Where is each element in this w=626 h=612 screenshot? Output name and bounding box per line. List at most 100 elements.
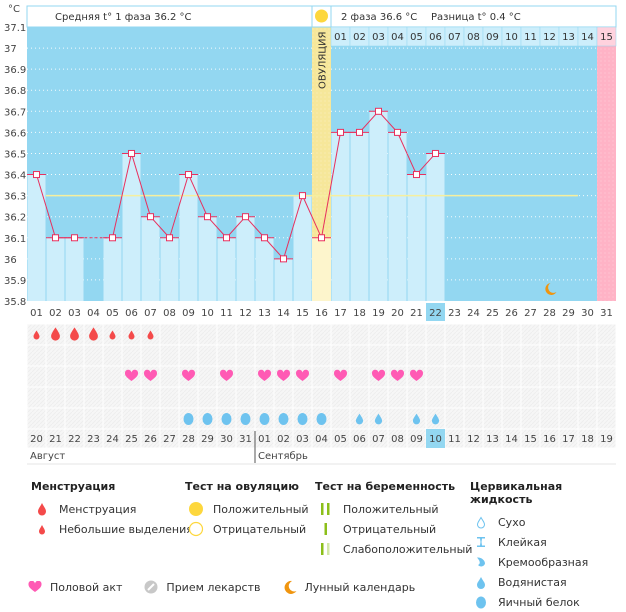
temperature-point [318, 234, 325, 242]
x-tick-label: 03 [68, 308, 81, 319]
calendar-date: 13 [486, 434, 499, 445]
symptom-cell [483, 366, 502, 387]
temperature-segment [378, 110, 398, 133]
date-cell [27, 429, 46, 448]
temperature-point [52, 234, 59, 242]
calendar-date: 30 [220, 434, 233, 445]
moon-icon [545, 283, 557, 295]
symptom-cell [46, 387, 65, 408]
calendar-date: 19 [600, 434, 613, 445]
phase2-day-number: 15 [600, 32, 613, 43]
x-tick-label: 12 [239, 308, 252, 319]
sun-outline-icon [185, 521, 207, 537]
symptom-cell [540, 324, 559, 345]
legend-title: Тест на овуляцию [185, 480, 299, 493]
egg-white-icon [202, 413, 213, 425]
temperature-point [204, 213, 211, 221]
temperature-point [432, 149, 439, 157]
temperature-point [413, 171, 420, 179]
temperature-segment [131, 153, 151, 217]
y-tick-label: 36.5 [4, 149, 26, 160]
symptom-cell [578, 324, 597, 345]
date-cell [369, 429, 388, 448]
x-tick-label: 31 [600, 308, 613, 319]
symptom-cell [521, 387, 540, 408]
legend-menstruation: Менструация Менструация Небольшие выделе… [31, 480, 193, 539]
date-cell [65, 429, 84, 448]
calendar-date: 04 [315, 434, 328, 445]
heart-icon [295, 369, 310, 381]
x-tick-label: 21 [410, 308, 423, 319]
symptom-cell [160, 387, 179, 408]
calendar-date: 16 [543, 434, 556, 445]
symptom-cell [502, 387, 521, 408]
symptom-cell [388, 324, 407, 345]
x-tick-label: 22 [429, 308, 442, 319]
date-cell [331, 429, 350, 448]
symptom-cell [198, 366, 217, 387]
phase2-day-number: 06 [429, 32, 442, 43]
temperature-point [109, 234, 116, 242]
x-tick-label: 11 [220, 308, 233, 319]
legend-item-negative: Отрицательный [185, 519, 309, 539]
temperature-line [33, 107, 578, 295]
date-cell [559, 429, 578, 448]
legend-item-intercourse: Половой акт [28, 581, 122, 594]
symptom-cell [65, 345, 84, 366]
symptom-cell [559, 387, 578, 408]
heart-icon [181, 369, 196, 381]
date-cell [483, 429, 502, 448]
symptom-cell [407, 345, 426, 366]
y-tick-label: 36.9 [4, 65, 26, 76]
symptom-cell [27, 387, 46, 408]
symptom-cell [293, 387, 312, 408]
one-line-icon [315, 522, 337, 536]
temperature-point [185, 171, 192, 179]
symptom-cell [312, 324, 331, 345]
egg-white-icon [259, 413, 270, 425]
x-tick-label: 28 [543, 308, 556, 319]
symptom-cell [331, 387, 350, 408]
date-cell [540, 429, 559, 448]
calendar-date: 08 [391, 434, 404, 445]
symptom-cell [27, 366, 46, 387]
legend-item-creamy: Кремообразная [470, 552, 626, 572]
legend-ovulation-test: Тест на овуляцию Положительный Отрицател… [185, 480, 309, 539]
date-cell [84, 429, 103, 448]
legend-item-negative: Отрицательный [315, 519, 472, 539]
calendar-date: 23 [87, 434, 100, 445]
date-cell [122, 429, 141, 448]
symptom-cell [293, 345, 312, 366]
phase2-day-number: 05 [410, 32, 423, 43]
egg-white-icon [221, 413, 232, 425]
y-tick-label: 35.9 [4, 276, 26, 287]
symptom-cell [521, 366, 540, 387]
symptom-cell [141, 408, 160, 429]
phase2-day-number: 01 [334, 32, 347, 43]
symptom-cell [464, 408, 483, 429]
legend-item-watery: Водянистая [470, 572, 626, 592]
symptom-cell [483, 324, 502, 345]
temperature-bar [217, 237, 236, 301]
symptom-cell [559, 366, 578, 387]
x-tick-label: 05 [106, 308, 119, 319]
hourglass-icon [470, 536, 492, 548]
legend-item-medication: Прием лекарств [144, 580, 261, 594]
legend-cervical-fluid: Цервикальная жидкость Сухо Клейкая Кремо… [470, 480, 626, 612]
temperature-segment [112, 153, 132, 238]
calendar-date: 28 [182, 434, 195, 445]
symptom-cell [312, 387, 331, 408]
creamy-drop-icon [470, 556, 492, 568]
small-drop-icon [31, 524, 53, 535]
current-day-highlight [426, 303, 445, 321]
egg-white-icon [316, 413, 327, 425]
legend-item-sticky: Клейкая [470, 532, 626, 552]
symptom-cell [559, 408, 578, 429]
temperature-bar [274, 258, 293, 301]
pattern-overlay [597, 27, 616, 301]
date-cell [578, 429, 597, 448]
calendar-date: 06 [353, 434, 366, 445]
calendar-date: 20 [30, 434, 43, 445]
date-cell [293, 429, 312, 448]
temperature-bar [293, 195, 312, 301]
